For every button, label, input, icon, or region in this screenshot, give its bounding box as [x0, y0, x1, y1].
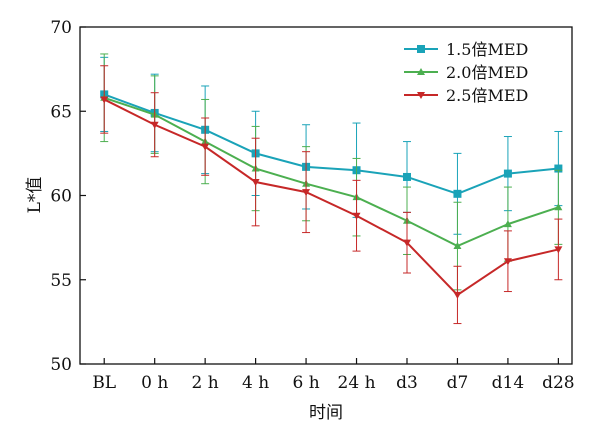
x-tick-label: 6 h — [292, 373, 319, 393]
data-point — [554, 203, 563, 211]
data-point — [402, 239, 411, 247]
data-point — [503, 220, 512, 228]
series-1 — [100, 56, 563, 235]
data-point — [453, 189, 462, 198]
data-point — [503, 169, 512, 178]
series-3 — [100, 65, 563, 325]
data-point — [453, 291, 462, 299]
series-line — [103, 93, 559, 195]
legend-marker — [417, 68, 425, 75]
legend-marker — [417, 92, 425, 99]
data-point — [352, 212, 361, 220]
axes: 50 55 60 65 70 BL 0 h 2 h 4 h 6 h 24 h d3 d7 d14 d28 — [50, 18, 574, 393]
data-point — [554, 164, 563, 173]
data-point — [503, 258, 512, 266]
legend-label: 2.5倍MED — [446, 86, 528, 105]
y-tick-label: 55 — [50, 271, 72, 291]
x-tick-label: d28 — [542, 373, 575, 393]
series-layer — [100, 53, 563, 325]
x-tick-label: 2 h — [192, 373, 219, 393]
x-tick-label: 4 h — [242, 373, 269, 393]
data-point — [100, 96, 109, 104]
series-line — [103, 96, 559, 248]
data-point — [201, 143, 210, 151]
x-tick-label: 0 h — [141, 373, 168, 393]
data-point — [251, 179, 260, 187]
data-point — [453, 242, 462, 250]
x-tick-label: BL — [92, 373, 116, 393]
data-point — [150, 121, 159, 129]
legend-entry-2: 2.0倍MED — [404, 63, 528, 82]
data-point — [554, 246, 563, 254]
x-axis-label: 时间 — [309, 403, 343, 423]
series-line — [103, 98, 559, 297]
data-point — [302, 189, 311, 197]
y-axis-label: L*值 — [25, 177, 45, 214]
legend: 1.5倍MED 2.0倍MED 2.5倍MED — [404, 40, 528, 105]
legend-label: 2.0倍MED — [446, 63, 528, 82]
x-tick-label: 24 h — [338, 373, 376, 393]
x-tick-label: d7 — [447, 373, 469, 393]
data-point — [402, 172, 411, 181]
legend-entry-1: 1.5倍MED — [404, 40, 528, 59]
y-tick-label: 65 — [50, 102, 72, 122]
y-tick-label: 60 — [50, 187, 72, 207]
legend-label: 1.5倍MED — [446, 40, 528, 59]
legend-marker — [417, 45, 425, 53]
y-tick-label: 70 — [50, 18, 72, 38]
legend-entry-3: 2.5倍MED — [404, 86, 528, 105]
y-tick-label: 50 — [50, 355, 72, 375]
x-tick-label: d3 — [396, 373, 418, 393]
x-tick-label: d14 — [492, 373, 525, 393]
